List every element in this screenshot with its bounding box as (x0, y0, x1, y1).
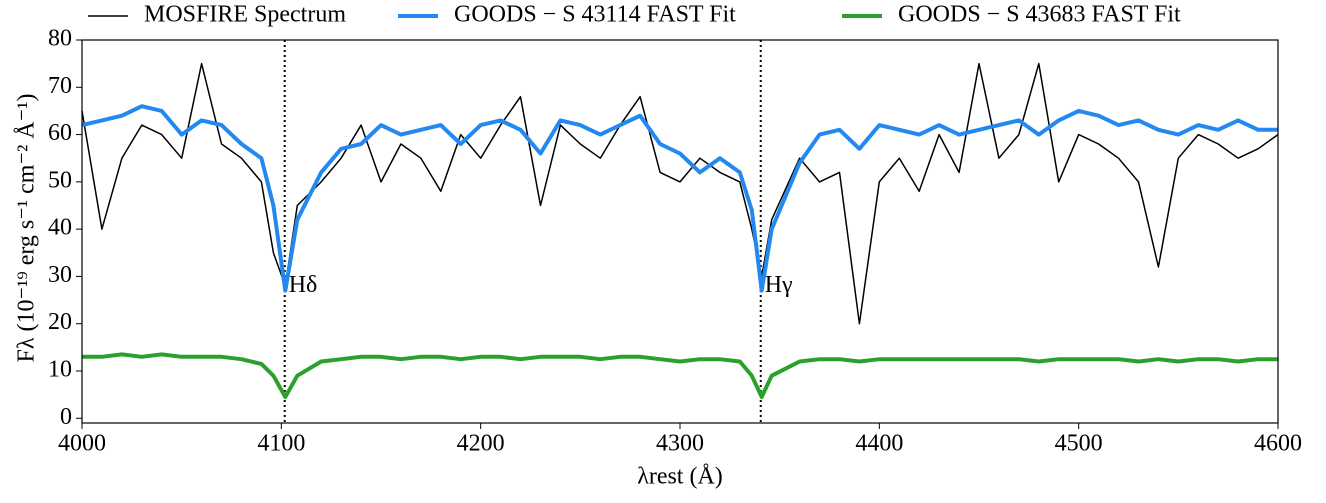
series-line (82, 352, 1278, 399)
x-tick-label: 4200 (457, 431, 505, 457)
x-tick-label: 4600 (1254, 431, 1302, 457)
y-axis-label: Fλ (10⁻¹⁹ erg s⁻¹ cm⁻² Å⁻¹) (14, 94, 40, 363)
y-tick-label: 30 (48, 262, 72, 288)
y-tick-label: 80 (48, 26, 72, 52)
legend-label: GOODS − S 43114 FAST Fit (454, 2, 736, 28)
plot-frame (81, 39, 1279, 424)
series-line (81, 62, 1279, 325)
y-tick-label: 20 (48, 309, 72, 335)
x-tick-label: 4500 (1055, 431, 1103, 457)
annotation: Hγ (765, 272, 793, 298)
y-tick-label: 40 (48, 215, 72, 241)
y-tick-label: 60 (48, 120, 72, 146)
annotation: Hδ (289, 272, 318, 298)
x-tick-label: 4000 (58, 431, 106, 457)
y-tick-label: 70 (48, 73, 72, 99)
x-tick-label: 4400 (855, 431, 903, 457)
y-tick-label: 50 (48, 167, 72, 193)
y-tick-label: 0 (60, 404, 72, 430)
legend-label: MOSFIRE Spectrum (144, 2, 346, 28)
y-tick-label: 10 (48, 356, 72, 382)
x-tick-label: 4100 (257, 431, 305, 457)
x-tick-label: 4300 (656, 431, 704, 457)
x-axis-label: λrest (Å) (637, 464, 723, 490)
legend-label: GOODS − S 43683 FAST Fit (898, 2, 1181, 28)
series-line (81, 104, 1278, 293)
